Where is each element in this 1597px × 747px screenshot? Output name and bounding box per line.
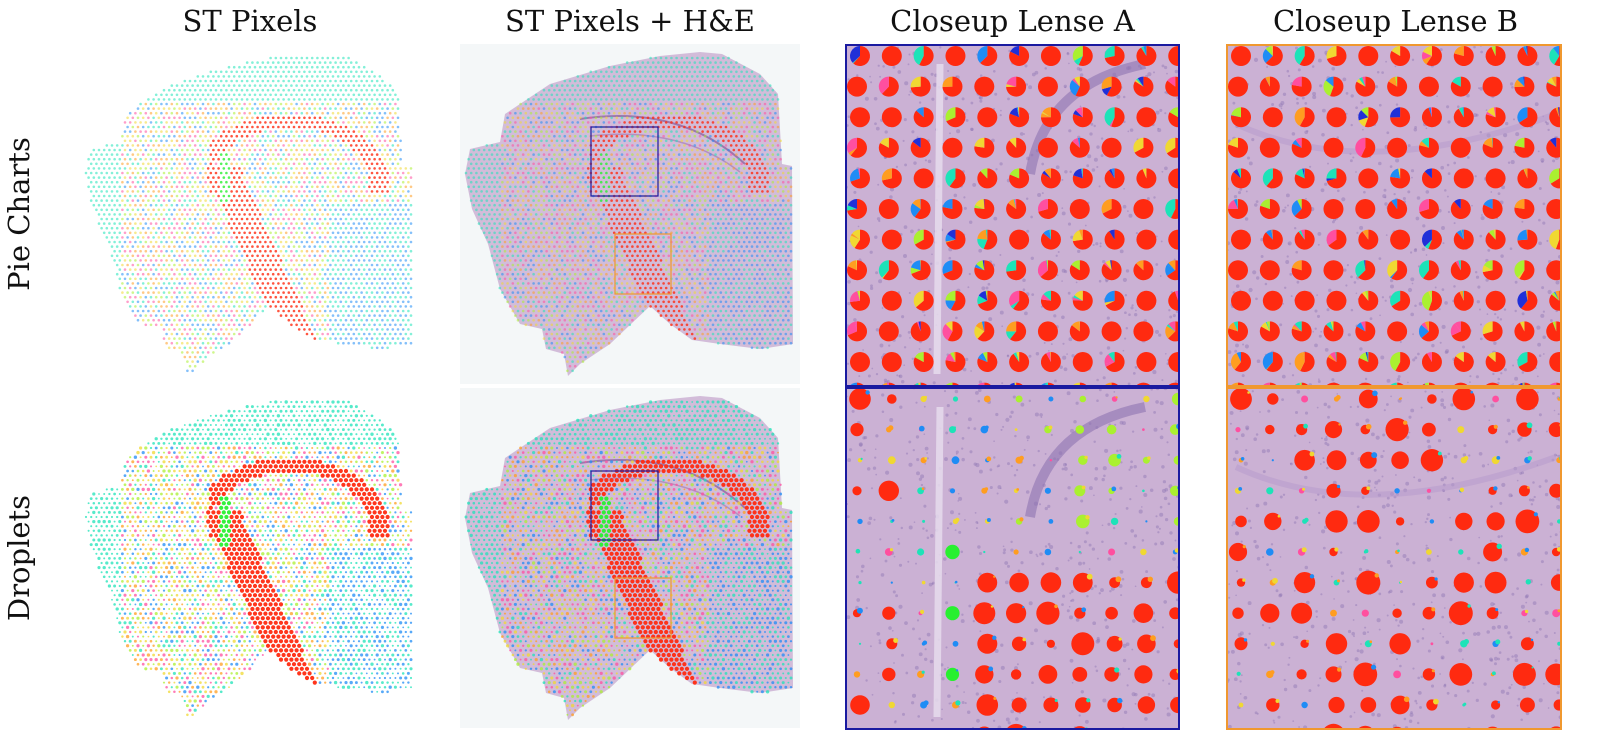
panel-pie-lens-a — [845, 44, 1180, 387]
pie-lens-b-closeup — [1226, 44, 1562, 387]
droplet-lens-b-closeup — [1226, 387, 1562, 730]
row-label-droplets: Droplets — [2, 494, 36, 622]
panel-pie-st-pixels-he — [460, 44, 800, 384]
panel-droplet-lens-b — [1226, 387, 1562, 730]
panel-pie-lens-b — [1226, 44, 1562, 387]
droplet-st-pixels-plot — [84, 400, 413, 717]
droplet-st-pixels-he-plot — [460, 388, 800, 728]
pie-lens-a-closeup — [845, 44, 1180, 387]
column-title-closeup-a: Closeup Lense A — [890, 4, 1135, 38]
panel-pie-st-pixels — [80, 44, 420, 384]
panel-droplet-lens-a — [845, 387, 1180, 730]
panel-droplet-st-pixels — [80, 388, 420, 728]
row-label-pie-charts: Pie Charts — [2, 137, 36, 291]
pie-st-pixels-he-plot — [460, 44, 800, 384]
droplet-lens-a-closeup — [845, 387, 1180, 730]
pie-st-pixels-plot — [84, 56, 413, 373]
panel-droplet-st-pixels-he — [460, 388, 800, 728]
column-title-closeup-b: Closeup Lense B — [1272, 4, 1519, 38]
column-title-st-pixels: ST Pixels — [182, 4, 318, 38]
column-title-st-pixels-he: ST Pixels + H&E — [505, 4, 755, 38]
